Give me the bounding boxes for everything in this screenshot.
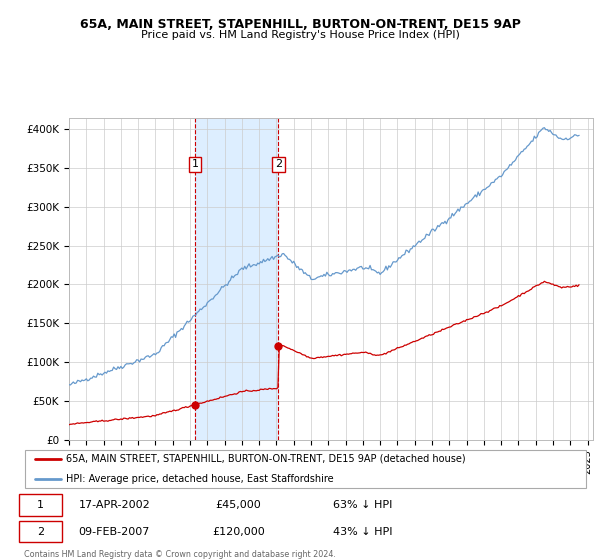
Text: 1: 1: [191, 159, 199, 169]
Text: 17-APR-2002: 17-APR-2002: [79, 500, 150, 510]
Text: 63% ↓ HPI: 63% ↓ HPI: [333, 500, 392, 510]
Text: 09-FEB-2007: 09-FEB-2007: [79, 526, 150, 536]
Text: 2: 2: [275, 159, 282, 169]
Text: Contains HM Land Registry data © Crown copyright and database right 2024.
This d: Contains HM Land Registry data © Crown c…: [24, 550, 336, 560]
Text: 65A, MAIN STREET, STAPENHILL, BURTON-ON-TRENT, DE15 9AP (detached house): 65A, MAIN STREET, STAPENHILL, BURTON-ON-…: [66, 454, 466, 464]
Text: 65A, MAIN STREET, STAPENHILL, BURTON-ON-TRENT, DE15 9AP: 65A, MAIN STREET, STAPENHILL, BURTON-ON-…: [80, 18, 520, 31]
Text: 1: 1: [37, 500, 44, 510]
Text: £45,000: £45,000: [215, 500, 261, 510]
FancyBboxPatch shape: [19, 521, 62, 542]
Text: 43% ↓ HPI: 43% ↓ HPI: [332, 526, 392, 536]
Text: Price paid vs. HM Land Registry's House Price Index (HPI): Price paid vs. HM Land Registry's House …: [140, 30, 460, 40]
Text: HPI: Average price, detached house, East Staffordshire: HPI: Average price, detached house, East…: [66, 474, 334, 484]
FancyBboxPatch shape: [19, 494, 62, 516]
FancyBboxPatch shape: [25, 450, 586, 488]
Text: 2: 2: [37, 526, 44, 536]
Text: £120,000: £120,000: [212, 526, 265, 536]
Bar: [195, 118, 278, 440]
